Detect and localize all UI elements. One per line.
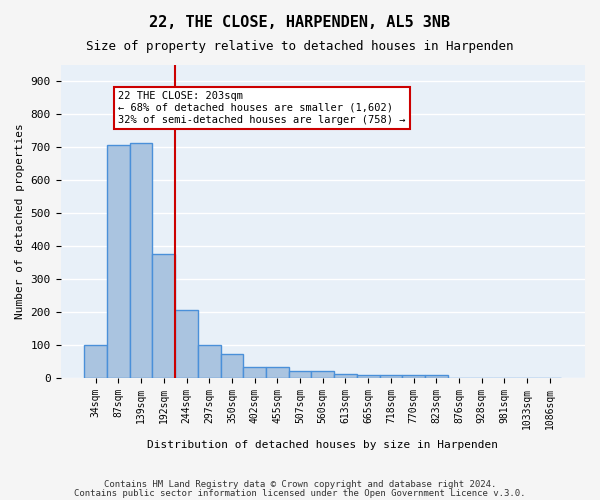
Bar bbox=[243, 366, 266, 378]
Bar bbox=[334, 374, 357, 378]
Bar bbox=[198, 345, 221, 378]
Text: Contains public sector information licensed under the Open Government Licence v.: Contains public sector information licen… bbox=[74, 489, 526, 498]
Y-axis label: Number of detached properties: Number of detached properties bbox=[15, 124, 25, 320]
Bar bbox=[130, 143, 152, 378]
Bar bbox=[425, 376, 448, 378]
Bar bbox=[221, 354, 243, 378]
Text: Contains HM Land Registry data © Crown copyright and database right 2024.: Contains HM Land Registry data © Crown c… bbox=[104, 480, 496, 489]
Bar bbox=[85, 345, 107, 378]
Text: 22 THE CLOSE: 203sqm
← 68% of detached houses are smaller (1,602)
32% of semi-de: 22 THE CLOSE: 203sqm ← 68% of detached h… bbox=[118, 92, 406, 124]
Bar bbox=[175, 310, 198, 378]
Bar bbox=[402, 374, 425, 378]
Bar bbox=[380, 374, 402, 378]
Bar bbox=[266, 366, 289, 378]
Text: 22, THE CLOSE, HARPENDEN, AL5 3NB: 22, THE CLOSE, HARPENDEN, AL5 3NB bbox=[149, 15, 451, 30]
Bar bbox=[311, 371, 334, 378]
Bar bbox=[357, 374, 380, 378]
Bar bbox=[152, 254, 175, 378]
Bar bbox=[289, 371, 311, 378]
X-axis label: Distribution of detached houses by size in Harpenden: Distribution of detached houses by size … bbox=[147, 440, 498, 450]
Bar bbox=[107, 145, 130, 378]
Text: Size of property relative to detached houses in Harpenden: Size of property relative to detached ho… bbox=[86, 40, 514, 53]
